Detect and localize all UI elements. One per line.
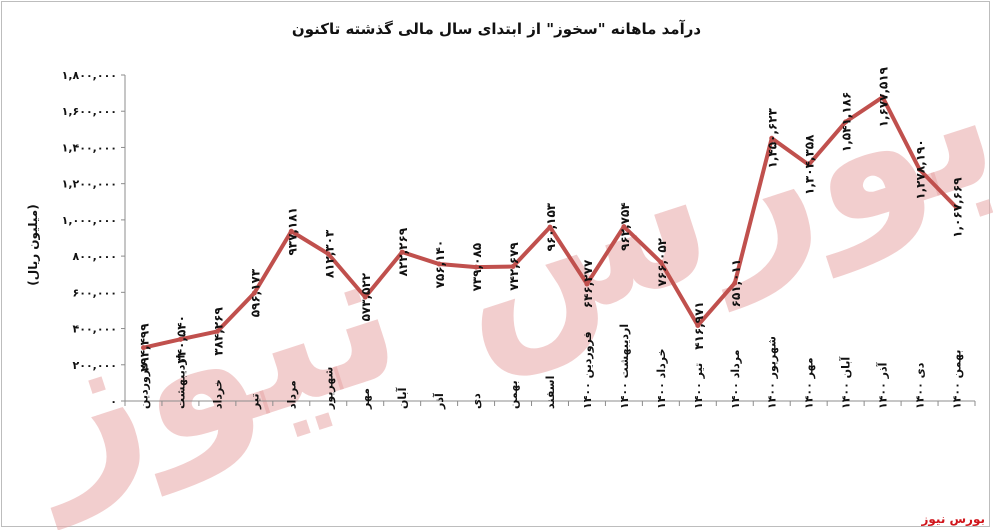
x-tick-label: اردیبهشت (174, 355, 187, 409)
data-point (140, 345, 146, 351)
x-tick-label: آبان ۱۴۰۰ (839, 357, 853, 409)
x-tick-label: مهر (359, 388, 372, 410)
data-point (362, 294, 368, 300)
data-point (584, 281, 590, 287)
x-tick-label: خرداد ۱۴۰۰ (655, 348, 668, 409)
data-label: ۲۹۴,۴۹۹ (137, 323, 151, 372)
data-label: ۵۷۳,۵۲۲ (359, 272, 373, 321)
data-label: ۹۶۲,۷۵۴ (618, 202, 632, 251)
data-point (325, 251, 331, 257)
x-tick-label: دی (470, 393, 483, 409)
y-tick-label: ۱,۲۰۰,۰۰۰ (62, 178, 117, 191)
data-point (399, 249, 405, 255)
x-tick-label: آبان (395, 387, 409, 409)
y-tick-label: ۸۰۰,۰۰۰ (73, 250, 117, 263)
data-point (954, 205, 960, 211)
y-tick-label: ۱,۰۰۰,۰۰۰ (62, 214, 117, 227)
data-point (621, 224, 627, 230)
data-labels: ۲۹۴,۴۹۹ ۳۴۰,۵۴۰ ۳۸۴,۲۶۹ ۵۹۶,۱۷۳ ۹۳۷,۱۸۱ ۸۱۲,۳… (137, 66, 964, 372)
x-tick-label: فروردین ۱۴۰۰ (581, 331, 594, 409)
y-ticks: ۰ ۲۰۰,۰۰۰ ۴۰۰,۰۰۰ ۶۰۰,۰۰۰ ۸۰۰,۰۰۰ ۱,۰۰۰,۰۰۰ ۱,… (62, 69, 125, 408)
axes (124, 75, 975, 402)
x-tick-label: اردیبهشت ۱۴۰۰ (618, 324, 631, 409)
data-label: ۱,۲۷۸,۱۹۰ (914, 139, 928, 199)
data-label: ۸۲۲,۲۶۹ (396, 227, 410, 276)
x-tick-label: بهمن (507, 380, 520, 409)
x-tick-label: آذر ۱۴۰۰ (876, 362, 890, 409)
data-point (695, 322, 701, 328)
data-label: ۹۳۷,۱۸۱ (285, 207, 299, 256)
data-label: ۹۶۰,۱۵۳ (544, 202, 558, 251)
data-point (473, 264, 479, 270)
data-label: ۱,۶۷۷,۵۱۹ (877, 66, 891, 127)
data-label: ۸۱۲,۳۰۳ (322, 229, 336, 278)
x-tick-label: مرداد ۱۴۰۰ (729, 350, 742, 409)
data-label: ۷۵۶,۱۴۰ (433, 240, 447, 289)
x-tick-label: فروردین (137, 362, 150, 409)
data-label: ۱,۰۶۷,۶۶۹ (951, 177, 965, 238)
x-tick-label: اسفند (544, 376, 557, 409)
data-label: ۳۸۴,۲۶۹ (211, 306, 225, 355)
x-tick-label: مهر ۱۴۰۰ (803, 357, 816, 409)
data-point (658, 259, 664, 265)
data-label: ۱,۵۴۱,۱۸۶ (840, 92, 854, 152)
y-tick-label: ۲۰۰,۰۰۰ (73, 359, 117, 372)
data-label: ۵۹۶,۱۷۳ (248, 268, 262, 317)
data-point (769, 135, 775, 141)
y-tick-label: ۱,۴۰۰,۰۰۰ (62, 141, 117, 154)
y-tick-label: ۶۰۰,۰۰۰ (73, 286, 117, 299)
brand-label: بورس نیوز (921, 512, 985, 526)
data-point (251, 290, 257, 296)
y-tick-label: ۱,۸۰۰,۰۰۰ (62, 69, 117, 82)
x-tick-label: تیر (248, 394, 261, 410)
chart-title: درآمد ماهانه "سخوز" از ابتدای سال مالی گ… (291, 20, 702, 38)
data-label: ۳۴۰,۵۴۰ (174, 315, 188, 364)
y-tick-label: ۴۰۰,۰۰۰ (73, 323, 117, 336)
x-tick-label: مرداد (285, 380, 298, 409)
data-point (288, 228, 294, 234)
data-point (880, 94, 886, 100)
data-label: ۷۴۲,۶۷۹ (507, 242, 521, 291)
data-label: ۷۶۶,۰۵۲ (655, 237, 669, 286)
data-label: ۶۴۶,۲۷۷ (581, 259, 595, 308)
x-tick-label: دی ۱۴۰۰ (914, 362, 927, 409)
data-point (510, 263, 516, 269)
data-label: ۱,۳۰۴,۳۵۸ (803, 134, 817, 195)
x-tick-label: آذر (432, 393, 446, 410)
data-point (843, 119, 849, 125)
data-point (732, 280, 738, 286)
x-tick-label: بهمن ۱۴۰۰ (951, 350, 964, 409)
data-label: ۱,۴۵۰,۶۲۳ (766, 107, 780, 168)
x-tick-label: تیر ۱۴۰۰ (692, 363, 705, 409)
data-point (436, 261, 442, 267)
data-label: ۶۵۱,۰۱۱ (729, 259, 743, 308)
x-tick-label: شهریور (322, 367, 335, 410)
data-point (806, 162, 812, 168)
x-tick-label: شهریور ۱۴۰۰ (766, 336, 779, 409)
series-line (140, 94, 960, 351)
y-tick-label: ۱,۶۰۰,۰۰۰ (62, 105, 117, 118)
data-point (214, 328, 220, 334)
y-tick-label: ۰ (110, 395, 117, 408)
data-point (917, 167, 923, 173)
data-point (177, 336, 183, 342)
data-label: ۷۳۹,۰۸۵ (470, 243, 484, 292)
x-tick-label: خرداد (211, 379, 224, 409)
data-point (547, 224, 553, 230)
data-label: ۴۱۶,۹۷۱ (692, 301, 706, 350)
x-ticks: فروردین اردیبهشت خرداد تیر مرداد شهریور مهر آبا… (124, 324, 976, 410)
